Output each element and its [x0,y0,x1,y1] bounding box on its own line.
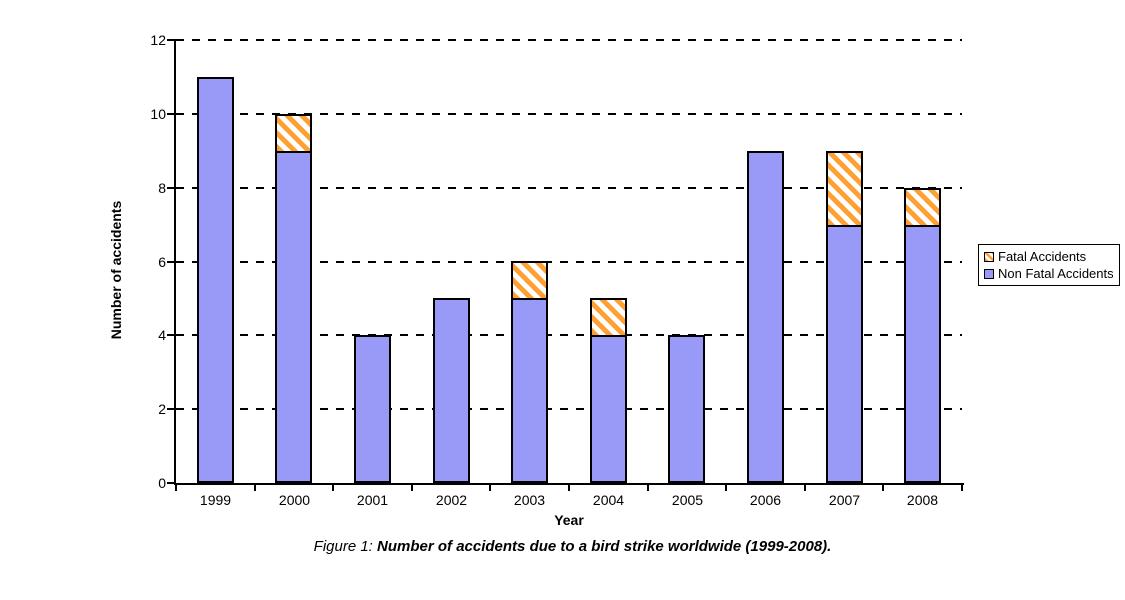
bar-2008 [904,188,941,483]
category-label-2006: 2006 [749,492,782,508]
caption-text: Number of accidents due to a bird strike… [377,538,832,555]
y-tick-label-12: 12 [150,32,166,48]
fatal-segment-2000 [275,114,312,151]
caption-prefix: Figure 1: [313,538,373,555]
fatal-segment-2003 [511,261,548,298]
gridline-8 [176,187,962,189]
y-axis-spine [174,40,176,485]
bar-2007 [826,151,863,483]
bar-2001 [354,335,391,483]
figure-caption: Figure 1: Number of accidents due to a b… [20,538,1125,555]
category-label-2000: 2000 [278,492,311,508]
bar-2002 [433,298,470,483]
x-tick-mark-8 [804,483,806,491]
x-tick-mark-2 [332,483,334,491]
y-tick-mark-12 [167,39,176,41]
x-tick-mark-1 [254,483,256,491]
gridline-4 [176,334,962,336]
bar-2006 [747,151,784,483]
x-axis-title: Year [554,512,584,528]
y-tick-label-0: 0 [158,475,166,491]
bar-2004 [590,298,627,483]
non-fatal-segment-2004 [590,335,627,483]
legend-label-fatal: Fatal Accidents [998,249,1087,264]
legend-label-nonfatal: Non Fatal Accidents [998,266,1114,281]
y-tick-label-8: 8 [158,180,166,196]
non-fatal-segment-2003 [511,298,548,483]
y-tick-mark-10 [167,113,176,115]
legend-item-fatal: Fatal Accidents [984,248,1114,265]
x-tick-mark-4 [489,483,491,491]
y-tick-mark-8 [167,187,176,189]
y-tick-label-10: 10 [150,106,166,122]
non-fatal-segment-2000 [275,151,312,483]
y-tick-mark-2 [167,408,176,410]
category-label-1999: 1999 [199,492,232,508]
x-tick-mark-5 [568,483,570,491]
category-label-2003: 2003 [513,492,546,508]
category-label-2007: 2007 [828,492,861,508]
non-fatal-segment-2006 [747,151,784,483]
category-label-2005: 2005 [671,492,704,508]
bar-2005 [668,335,705,483]
x-tick-mark-3 [411,483,413,491]
non-fatal-segment-2002 [433,298,470,483]
category-label-2008: 2008 [906,492,939,508]
fatal-accidents-swatch [984,251,994,262]
bar-1999 [197,77,234,483]
non-fatal-segment-2001 [354,335,391,483]
fatal-segment-2004 [590,298,627,335]
gridline-12 [176,39,962,41]
category-label-2002: 2002 [435,492,468,508]
legend: Fatal Accidents Non Fatal Accidents [978,244,1120,286]
non-fatal-segment-2005 [668,335,705,483]
x-tick-mark-9 [882,483,884,491]
bar-2003 [511,261,548,483]
x-tick-mark-10 [961,483,963,491]
y-tick-mark-0 [167,482,176,484]
bar-2000 [275,114,312,483]
category-label-2001: 2001 [356,492,389,508]
fatal-segment-2007 [826,151,863,225]
category-label-2004: 2004 [592,492,625,508]
legend-item-nonfatal: Non Fatal Accidents [984,265,1114,282]
gridline-10 [176,113,962,115]
y-tick-label-6: 6 [158,254,166,270]
non-fatal-accidents-swatch [984,268,994,279]
y-axis-title: Number of accidents [108,200,124,340]
non-fatal-segment-2008 [904,225,941,483]
x-tick-mark-7 [725,483,727,491]
y-tick-mark-6 [167,261,176,263]
gridline-2 [176,408,962,410]
x-tick-mark-0 [175,483,177,491]
gridline-6 [176,261,962,263]
y-tick-label-2: 2 [158,401,166,417]
non-fatal-segment-2007 [826,225,863,483]
fatal-segment-2008 [904,188,941,225]
y-tick-label-4: 4 [158,327,166,343]
y-tick-mark-4 [167,334,176,336]
non-fatal-segment-1999 [197,77,234,483]
x-tick-mark-6 [647,483,649,491]
